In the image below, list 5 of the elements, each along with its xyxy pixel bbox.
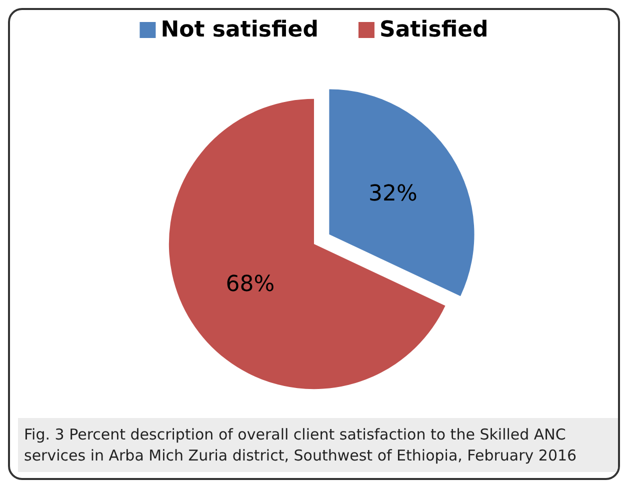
legend-label: Not satisfied bbox=[160, 18, 318, 42]
legend-label: Satisfied bbox=[379, 18, 488, 42]
data-label: 68% bbox=[226, 272, 275, 297]
caption: Fig. 3 Percent description of overall client satisfaction to the Skilled ANC services in Arba Mich Zuria district, Southwest of Ethiopia, February 2016 bbox=[24, 426, 577, 464]
data-label: 32% bbox=[368, 181, 418, 206]
